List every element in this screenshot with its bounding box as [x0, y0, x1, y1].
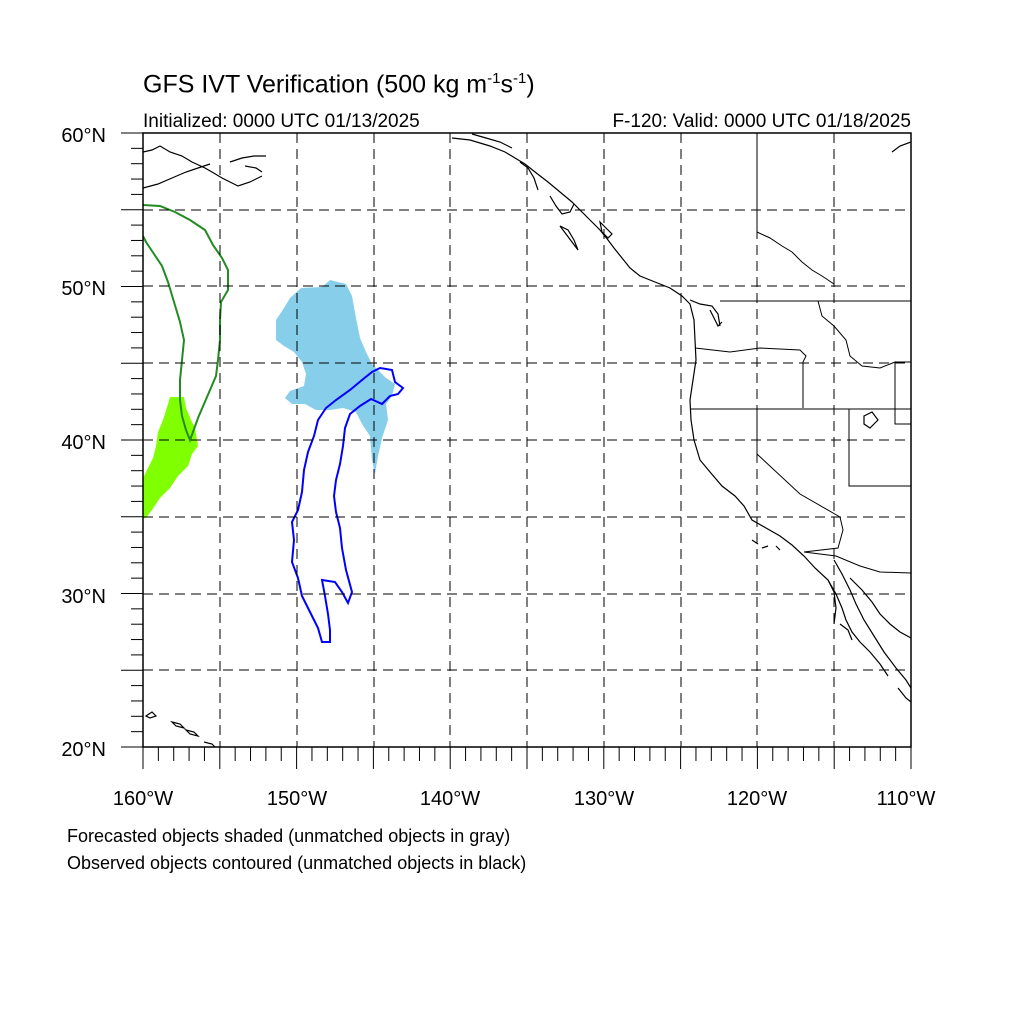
valid-time-label: F-120: Valid: 0000 UTC 01/18/2025 — [612, 111, 911, 132]
map-panel: 60°N 50°N 40°N 30°N 20°N 160°W 150°W 140… — [61, 125, 936, 810]
lat-label-40n: 40°N — [61, 432, 106, 454]
lat-label-60n: 60°N — [61, 125, 106, 147]
caption-forecast: Forecasted objects shaded (unmatched obj… — [67, 826, 511, 846]
observed-object-blue — [290, 366, 405, 643]
lon-label-120w: 120°W — [727, 788, 787, 810]
lat-label-30n: 30°N — [61, 586, 106, 608]
coastlines — [143, 133, 911, 747]
axis-ticks — [121, 132, 912, 769]
title-end: ) — [526, 70, 535, 99]
title-main: GFS IVT Verification (500 kg m — [143, 70, 488, 99]
observed-object-green — [143, 204, 229, 443]
lat-label-20n: 20°N — [61, 739, 106, 761]
lon-label-150w: 150°W — [267, 788, 327, 810]
forecast-object-blue — [276, 280, 395, 474]
title-mid: s — [500, 70, 513, 99]
lat-label-50n: 50°N — [61, 278, 106, 300]
lon-label-110w: 110°W — [877, 788, 936, 810]
caption-observed: Observed objects contoured (unmatched ob… — [67, 853, 527, 873]
lon-label-160w: 160°W — [113, 788, 173, 810]
init-time-label: Initialized: 0000 UTC 01/13/2025 — [143, 111, 420, 132]
title-sup-2: -1 — [512, 70, 527, 87]
lon-label-140w: 140°W — [420, 788, 480, 810]
lon-label-130w: 130°W — [574, 788, 634, 810]
graticule — [143, 133, 911, 747]
figure-title: GFS IVT Verification (500 kg m-1s-1) — [143, 70, 535, 99]
title-sup-1: -1 — [487, 70, 501, 87]
